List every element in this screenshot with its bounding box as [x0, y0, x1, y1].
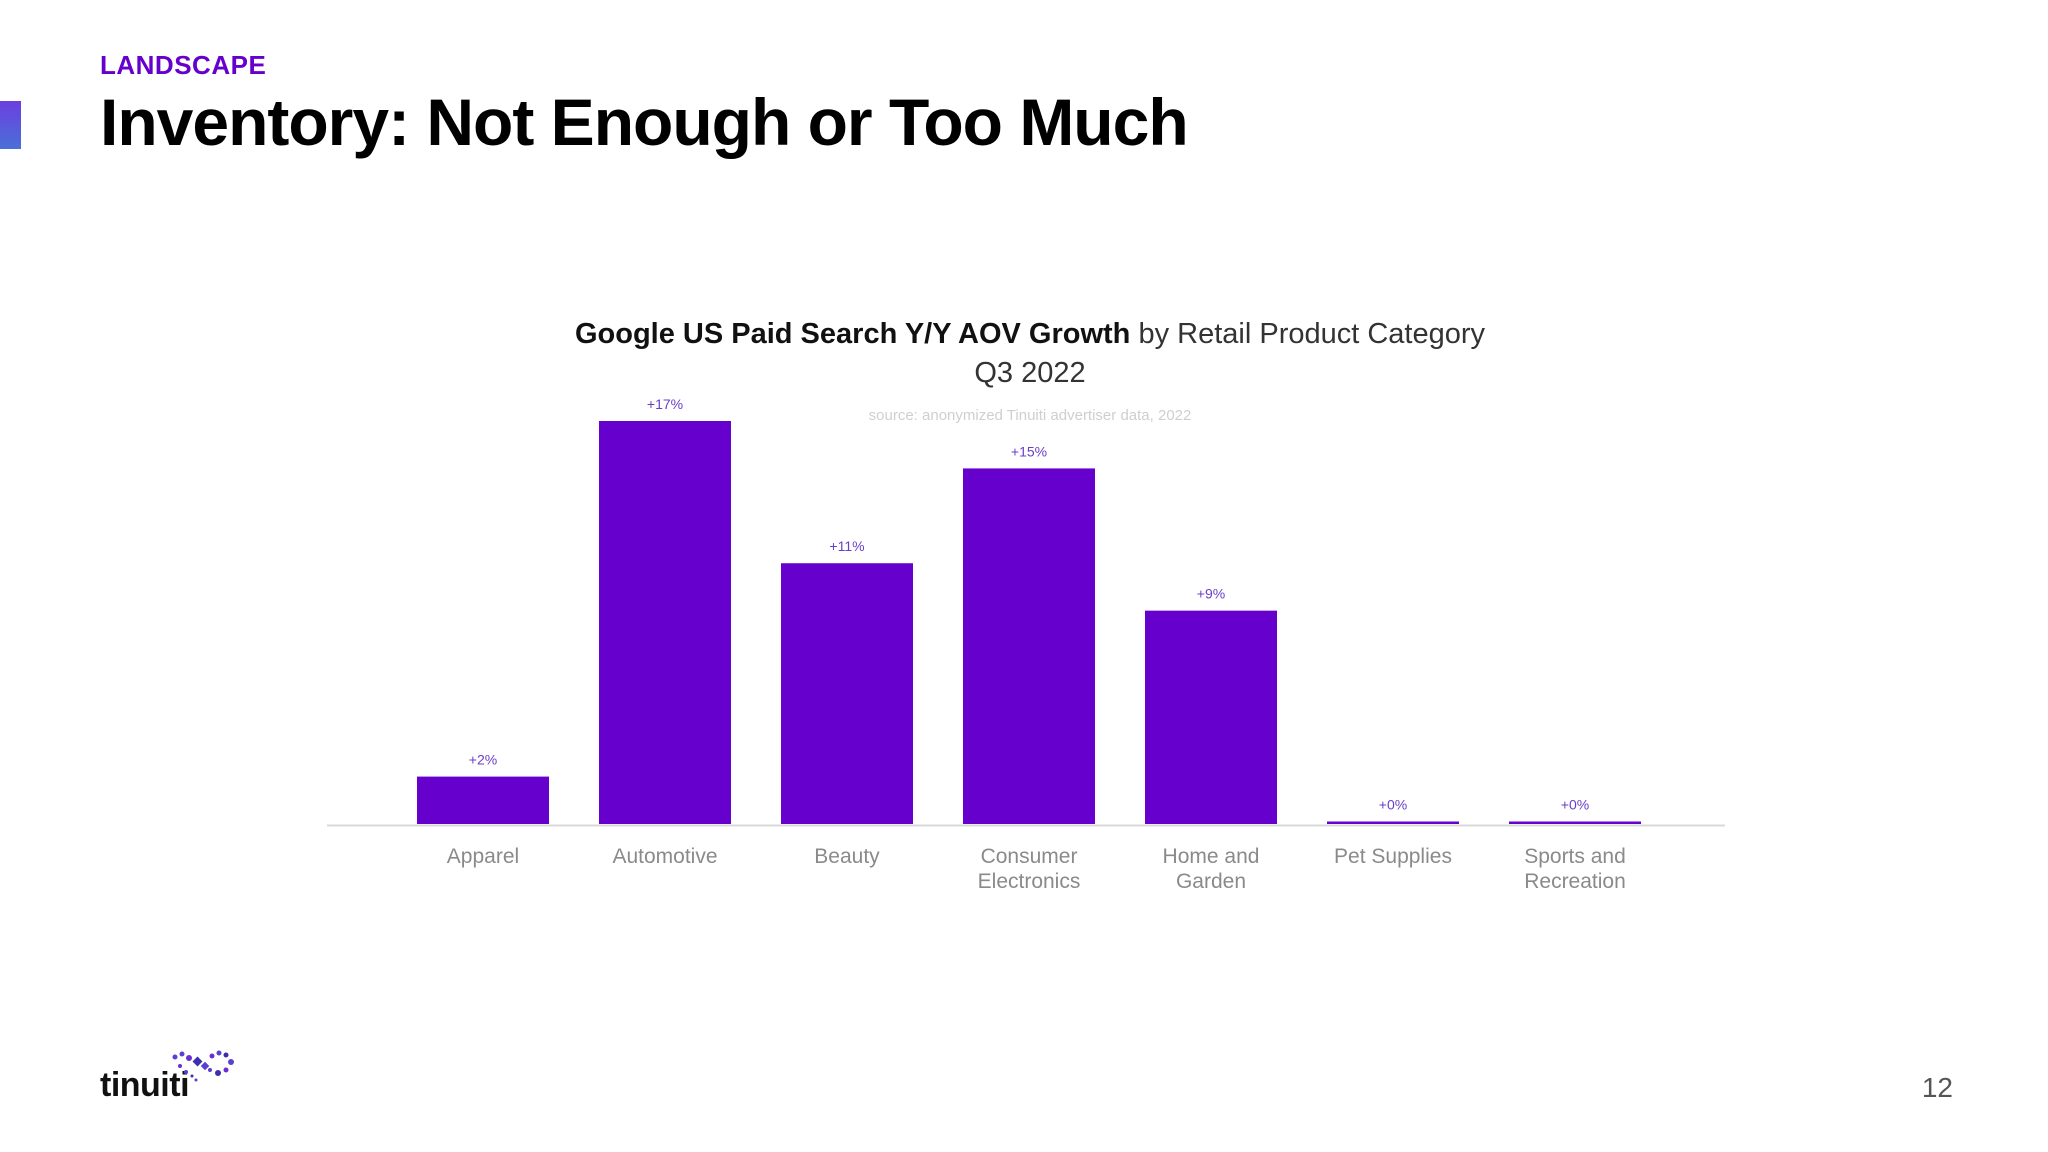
data-label-2: +11%	[829, 538, 864, 554]
page-title: Inventory: Not Enough or Too Much	[100, 85, 1189, 159]
chart-subtitle: Q3 2022	[974, 357, 1086, 389]
category-label-6-1: Recreation	[1524, 870, 1626, 893]
data-label-4: +9%	[1197, 586, 1225, 602]
bar-0	[417, 776, 549, 824]
category-label-4-1: Garden	[1176, 870, 1246, 893]
tinuiti-logo: tinuiti	[100, 1046, 250, 1106]
category-label-3-1: Electronics	[978, 870, 1081, 893]
chart-source: source: anonymized Tinuiti advertiser da…	[868, 407, 1192, 424]
category-label-6-0: Sports and	[1524, 845, 1626, 868]
section-label: LANDSCAPE	[100, 50, 267, 80]
chart-title-bold: Google US Paid Search Y/Y AOV Growth	[574, 318, 1131, 350]
bar-2	[781, 563, 913, 824]
logo-dots-icon	[172, 1050, 234, 1082]
bar-3	[963, 468, 1095, 824]
bar-6	[1509, 821, 1641, 824]
category-label-1-0: Automotive	[612, 845, 717, 868]
logo-text: tinuiti	[100, 1066, 190, 1104]
chart-title: Google US Paid Search Y/Y AOV Growth by …	[0, 318, 2048, 351]
bar-5	[1327, 821, 1459, 824]
chart-title-regular: by Retail Product Category	[1130, 318, 1486, 350]
bar-1	[599, 421, 731, 824]
data-label-0: +2%	[469, 752, 497, 768]
data-label-5: +0%	[1379, 797, 1407, 813]
page-number: 12	[1921, 1072, 1953, 1103]
category-label-0-0: Apparel	[447, 845, 519, 868]
category-label-4-0: Home and	[1163, 845, 1260, 868]
accent-bar	[0, 101, 21, 149]
category-label-5-0: Pet Supplies	[1334, 845, 1452, 868]
data-label-1: +17%	[647, 396, 683, 412]
category-label-2-0: Beauty	[814, 845, 880, 868]
data-label-6: +0%	[1561, 797, 1589, 813]
data-label-3: +15%	[1011, 443, 1047, 459]
bar-4	[1145, 610, 1277, 824]
category-label-3-0: Consumer	[981, 845, 1078, 868]
